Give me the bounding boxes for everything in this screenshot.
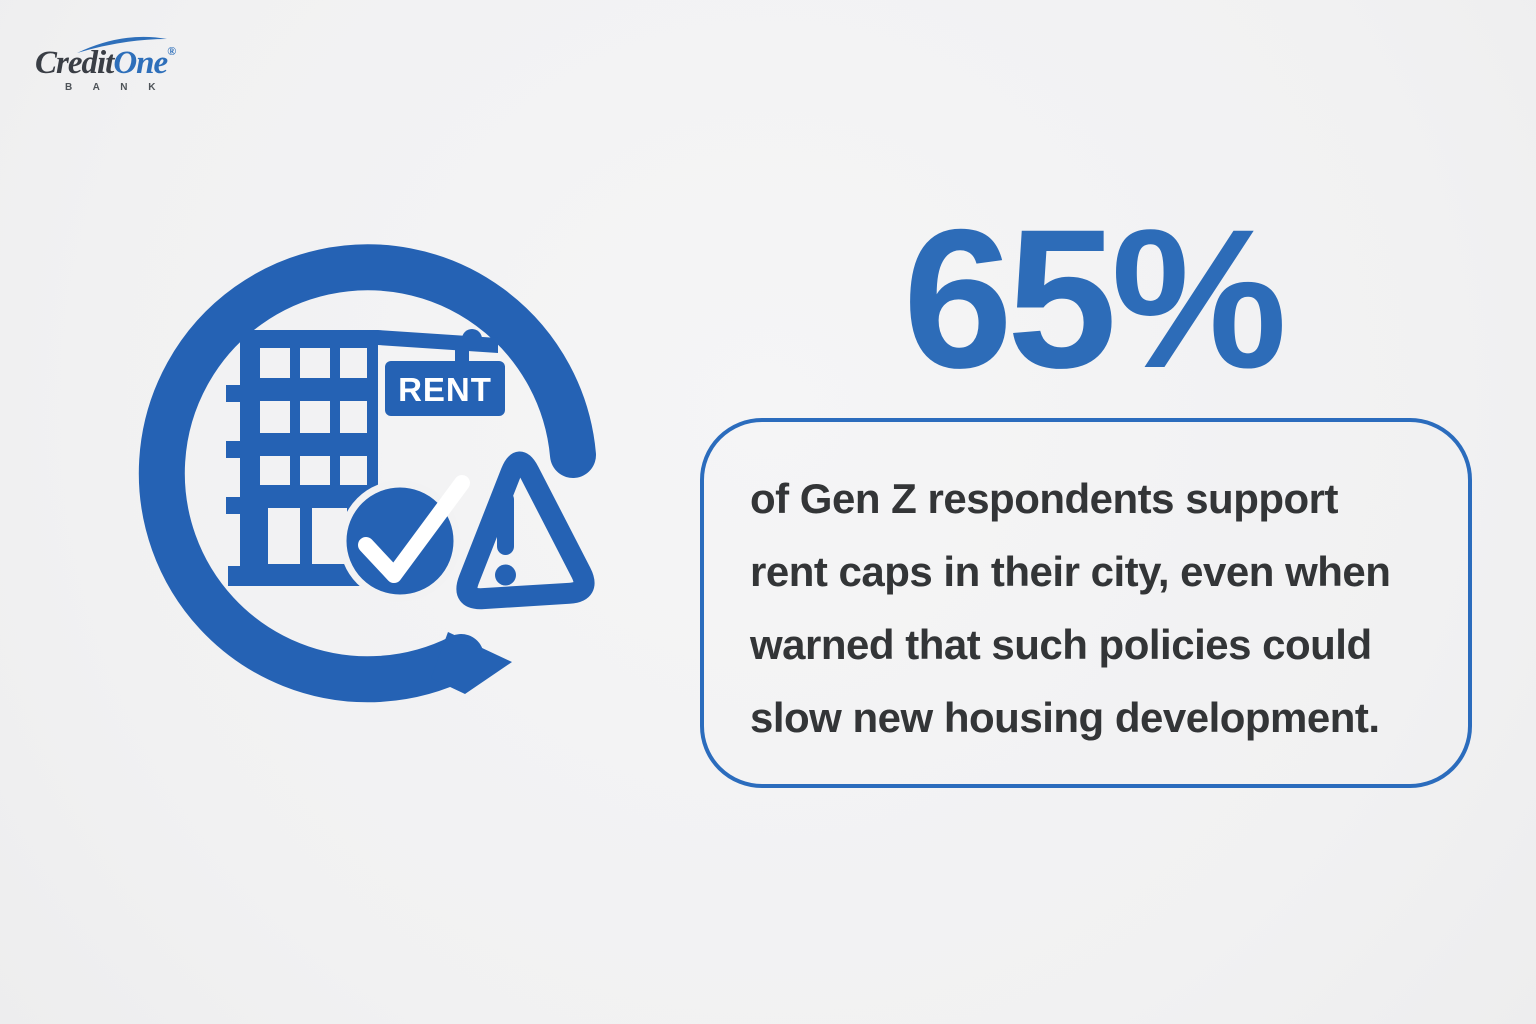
warning-triangle-icon — [456, 451, 595, 610]
building-windows — [260, 348, 367, 564]
stat-description-line-3: warned that such policies could — [750, 621, 1372, 668]
check-circle-icon — [339, 475, 470, 602]
stat-description-line-4: slow new housing development. — [750, 694, 1380, 741]
brand-name-credit: Credit — [35, 45, 114, 81]
stat-description-box: of Gen Z respondents support rent caps i… — [700, 418, 1472, 788]
arrow-head-icon — [431, 632, 512, 694]
brand-logo: CreditOne® B A N K — [33, 30, 203, 100]
rent-warning-illustration: RENT — [120, 233, 630, 733]
stat-description-line-2: rent caps in their city, even when — [750, 548, 1391, 595]
brand-name-one: One — [113, 45, 168, 81]
rent-sign-icon: RENT — [385, 361, 505, 416]
circular-arrow-icon — [138, 244, 596, 703]
stat-value: 65% — [902, 188, 1287, 409]
brand-subtitle: B A N K — [65, 82, 165, 93]
stat-description-line-1: of Gen Z respondents support — [750, 475, 1339, 522]
rent-sign-label: RENT — [398, 371, 492, 408]
brand-name: CreditOne® — [35, 44, 176, 82]
registered-mark-icon: ® — [167, 44, 177, 58]
logo-swoosh-icon — [77, 36, 167, 53]
